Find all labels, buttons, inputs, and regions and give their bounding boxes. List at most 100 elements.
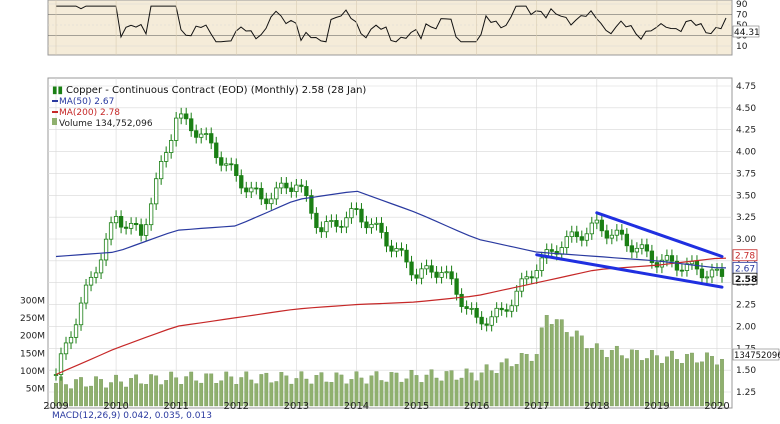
volume-bar — [254, 383, 259, 407]
volume-bar — [720, 358, 724, 407]
candle-body — [549, 249, 554, 252]
candle-body — [554, 250, 559, 255]
ma50-legend: MA(50) 2.67 — [59, 97, 114, 107]
candle-body — [464, 306, 469, 309]
volume-bar — [304, 378, 309, 407]
volume-bar — [534, 354, 539, 407]
candle-body — [459, 293, 464, 307]
volume-tick-label: 100M — [20, 367, 45, 377]
candle-body — [404, 249, 409, 263]
volume-bar — [299, 371, 304, 407]
candle-body — [379, 222, 384, 233]
candle-body — [264, 198, 269, 205]
candle-body — [699, 268, 705, 279]
candle-body — [53, 374, 59, 376]
candle-body — [249, 187, 254, 193]
volume-bar — [474, 380, 479, 407]
volume-bar — [179, 384, 184, 407]
year-tick-label: 2011 — [163, 401, 188, 412]
volume-bar — [364, 383, 369, 407]
candle-body — [88, 276, 94, 286]
volume-bar — [394, 372, 399, 407]
candle-body — [409, 261, 414, 276]
rsi-tick-label: 90 — [736, 0, 748, 10]
candle-body — [644, 244, 650, 252]
candle-body — [329, 220, 334, 222]
volume-bar — [609, 350, 614, 407]
candle-body — [199, 133, 204, 138]
volume-bar — [574, 330, 579, 407]
candle-body — [384, 232, 389, 247]
candle-body — [469, 307, 474, 310]
candle-body — [294, 184, 299, 192]
volume-bar — [154, 375, 159, 407]
price-tick-label: 4.50 — [736, 104, 756, 114]
candle-body — [219, 157, 224, 166]
volume-bar — [429, 369, 434, 407]
volume-tick-label: 300M — [20, 297, 45, 307]
price-label: 2.58 — [735, 275, 757, 285]
volume-bar — [524, 354, 529, 407]
volume-bar — [289, 383, 294, 407]
candle-body — [414, 274, 419, 279]
volume-bar — [309, 383, 314, 407]
candle-body — [159, 160, 164, 180]
candle-body — [564, 236, 569, 248]
candle-body — [259, 187, 264, 200]
volume-bar — [705, 352, 709, 407]
volume-bar — [665, 356, 669, 407]
candle-body — [63, 342, 69, 355]
volume-bar — [484, 364, 489, 407]
candle-body — [444, 271, 449, 274]
candle-body — [224, 163, 229, 166]
volume-bar — [114, 374, 118, 407]
candle-body — [118, 215, 124, 228]
chart-title: Copper - Continuous Contract (EOD) (Mont… — [66, 85, 366, 96]
price-label-box — [732, 249, 758, 262]
volume-bar — [94, 376, 98, 407]
volume-value-label: 134752096 — [734, 351, 780, 361]
volume-bar — [344, 383, 349, 407]
volume-bar — [494, 373, 499, 407]
volume-bar — [504, 358, 509, 407]
year-tick-label: 2019 — [644, 401, 669, 412]
candle-body — [309, 195, 314, 214]
volume-bar — [549, 324, 554, 407]
volume-bar — [109, 382, 113, 407]
rsi-current-label-box: 44.31 — [732, 25, 760, 38]
volume-bar — [604, 357, 609, 407]
volume-bar — [334, 372, 339, 407]
candle-body — [524, 276, 529, 280]
volume-tick-label: 200M — [20, 332, 45, 342]
price-label: 2.67 — [735, 264, 755, 274]
volume-bar — [374, 371, 379, 407]
volume-bar — [199, 382, 204, 407]
volume-bar — [624, 358, 629, 407]
candle-body — [128, 222, 134, 229]
volume-bar — [444, 371, 449, 407]
volume-bar — [685, 354, 689, 407]
candle-body — [494, 307, 499, 318]
candle-body — [239, 175, 244, 189]
price-tick-label: 2.00 — [736, 322, 756, 332]
volume-bar — [454, 379, 459, 407]
volume-bar — [434, 377, 439, 407]
volume-bar — [324, 381, 329, 407]
volume-value-box: 134752096 — [732, 348, 780, 361]
candle-body — [359, 208, 364, 223]
candle-body — [619, 229, 624, 235]
price-tick-label: 4.25 — [736, 126, 756, 136]
price-tick-label: 3.00 — [736, 235, 756, 245]
volume-tick-label: 250M — [20, 314, 45, 324]
volume-bar — [269, 382, 274, 407]
candle-body — [579, 236, 584, 241]
volume-bar — [399, 381, 404, 407]
volume-bar — [229, 376, 234, 407]
volume-bar — [514, 364, 519, 407]
candle-body — [674, 260, 680, 271]
candle-body — [389, 245, 394, 252]
candle-body — [83, 284, 89, 304]
volume-bar — [69, 388, 73, 407]
volume-bar — [129, 378, 134, 407]
price-label: 2.78 — [735, 252, 755, 262]
